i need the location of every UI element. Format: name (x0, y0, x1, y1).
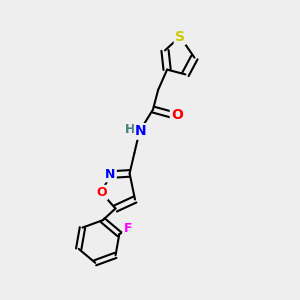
Text: H: H (125, 123, 135, 136)
Text: S: S (175, 30, 185, 44)
Text: N: N (135, 124, 147, 138)
Text: N: N (105, 168, 116, 181)
Text: O: O (171, 108, 183, 122)
Text: O: O (96, 186, 107, 199)
Text: F: F (123, 222, 132, 235)
